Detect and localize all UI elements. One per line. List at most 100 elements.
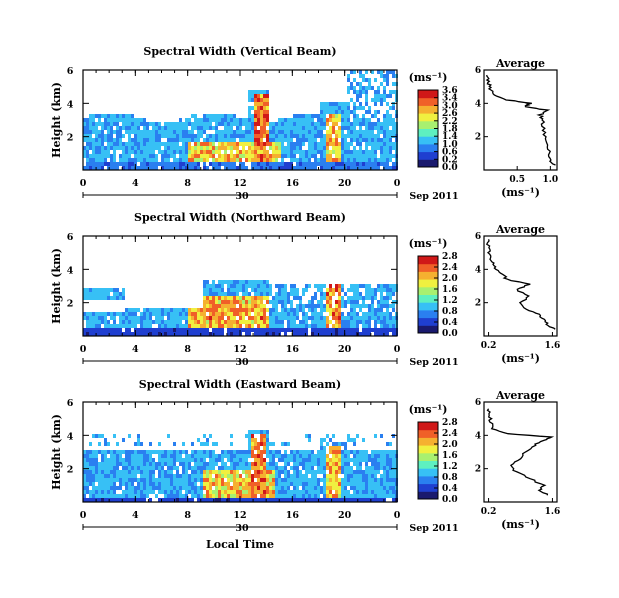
heatmap-cell xyxy=(110,462,113,466)
heatmap-cell xyxy=(143,332,146,336)
heatmap-cell xyxy=(287,138,290,142)
heatmap-cell xyxy=(164,150,167,154)
heatmap-cell xyxy=(158,162,161,166)
heatmap-cell xyxy=(245,478,248,482)
heatmap-cell xyxy=(341,154,344,158)
heatmap-cell xyxy=(221,316,224,320)
heatmap-cell xyxy=(125,312,128,316)
heatmap-cell xyxy=(254,474,257,478)
heatmap-cell xyxy=(227,482,230,486)
heatmap-cell xyxy=(362,454,365,458)
heatmap-cell xyxy=(308,438,311,442)
heatmap-cell xyxy=(92,454,95,458)
heatmap-cell xyxy=(200,150,203,154)
heatmap-cell xyxy=(239,126,242,130)
heatmap-cell xyxy=(119,292,122,296)
heatmap-cell xyxy=(200,490,203,494)
avg-x-label: (ms⁻¹) xyxy=(501,518,540,531)
heatmap-cell xyxy=(83,292,86,296)
heatmap-cell xyxy=(149,162,152,166)
heatmap-cell xyxy=(227,478,230,482)
heatmap-cell xyxy=(128,312,131,316)
heatmap-cell xyxy=(92,450,95,454)
heatmap-cell xyxy=(113,118,116,122)
heatmap-cell xyxy=(269,316,272,320)
heatmap-cell xyxy=(386,102,389,106)
heatmap-cell xyxy=(332,486,335,490)
heatmap-cell xyxy=(188,320,191,324)
heatmap-cell xyxy=(230,130,233,134)
heatmap-cell xyxy=(104,470,107,474)
heatmap-cell xyxy=(284,118,287,122)
heatmap-cell xyxy=(218,308,221,312)
heatmap-cell xyxy=(266,442,269,446)
heatmap-cell xyxy=(299,138,302,142)
heatmap-cell xyxy=(203,292,206,296)
heatmap-cell xyxy=(362,478,365,482)
heatmap-cell xyxy=(293,150,296,154)
heatmap-cell xyxy=(200,316,203,320)
heatmap-cell xyxy=(218,328,221,332)
heatmap-cell xyxy=(296,490,299,494)
heatmap-cell xyxy=(221,134,224,138)
heatmap-cell xyxy=(113,434,116,438)
heatmap-cell xyxy=(392,288,395,292)
heatmap-cell xyxy=(179,158,182,162)
heatmap-cell xyxy=(110,154,113,158)
heatmap-cell xyxy=(185,450,188,454)
heatmap-cell xyxy=(152,166,155,170)
heatmap-cell xyxy=(308,454,311,458)
heatmap-cell xyxy=(245,130,248,134)
heatmap-cell xyxy=(164,162,167,166)
heatmap-cell xyxy=(176,324,179,328)
heatmap-cell xyxy=(248,442,251,446)
heatmap-cell xyxy=(158,470,161,474)
heatmap-cell xyxy=(161,470,164,474)
heatmap-cell xyxy=(350,110,353,114)
heatmap-cell xyxy=(101,288,104,292)
colorbar-tick-label: 2.4 xyxy=(442,429,458,439)
heatmap-cell xyxy=(125,150,128,154)
heatmap-cell xyxy=(371,490,374,494)
heatmap-cell xyxy=(287,494,290,498)
heatmap-cell xyxy=(191,490,194,494)
colorbar-tick-label: 0.4 xyxy=(442,484,458,494)
heatmap-cell xyxy=(98,434,101,438)
heatmap-cell xyxy=(350,328,353,332)
heatmap-cell xyxy=(251,126,254,130)
heatmap-cell xyxy=(293,454,296,458)
heatmap-cell xyxy=(359,70,362,74)
x-tick-label: 20 xyxy=(338,510,352,521)
heatmap-cell xyxy=(143,316,146,320)
heatmap-cell xyxy=(305,138,308,142)
heatmap-cell xyxy=(284,490,287,494)
x-tick-label: 8 xyxy=(184,344,191,355)
heatmap-cell xyxy=(128,150,131,154)
heatmap-cell xyxy=(386,328,389,332)
heatmap-cell xyxy=(344,300,347,304)
heatmap-cell xyxy=(212,126,215,130)
heatmap-cell xyxy=(263,312,266,316)
heatmap-cell xyxy=(359,74,362,78)
heatmap-cell xyxy=(302,130,305,134)
heatmap-cell xyxy=(284,494,287,498)
heatmap-cell xyxy=(212,162,215,166)
heatmap-cell xyxy=(203,130,206,134)
heatmap-cell xyxy=(203,154,206,158)
heatmap-cell xyxy=(95,126,98,130)
heatmap-cell xyxy=(182,332,185,336)
colorbar-segment xyxy=(418,128,438,137)
heatmap-cell xyxy=(281,142,284,146)
heatmap-cell xyxy=(227,114,230,118)
heatmap-cell xyxy=(146,470,149,474)
heatmap-cell xyxy=(149,332,152,336)
heatmap-cell xyxy=(287,118,290,122)
heatmap-cell xyxy=(128,470,131,474)
colorbar-segment xyxy=(418,429,438,438)
heatmap-cell xyxy=(89,146,92,150)
heatmap-cell xyxy=(89,134,92,138)
heatmap-cell xyxy=(302,466,305,470)
heatmap-cell xyxy=(212,300,215,304)
heatmap-cell xyxy=(242,328,245,332)
heatmap-cell xyxy=(254,162,257,166)
